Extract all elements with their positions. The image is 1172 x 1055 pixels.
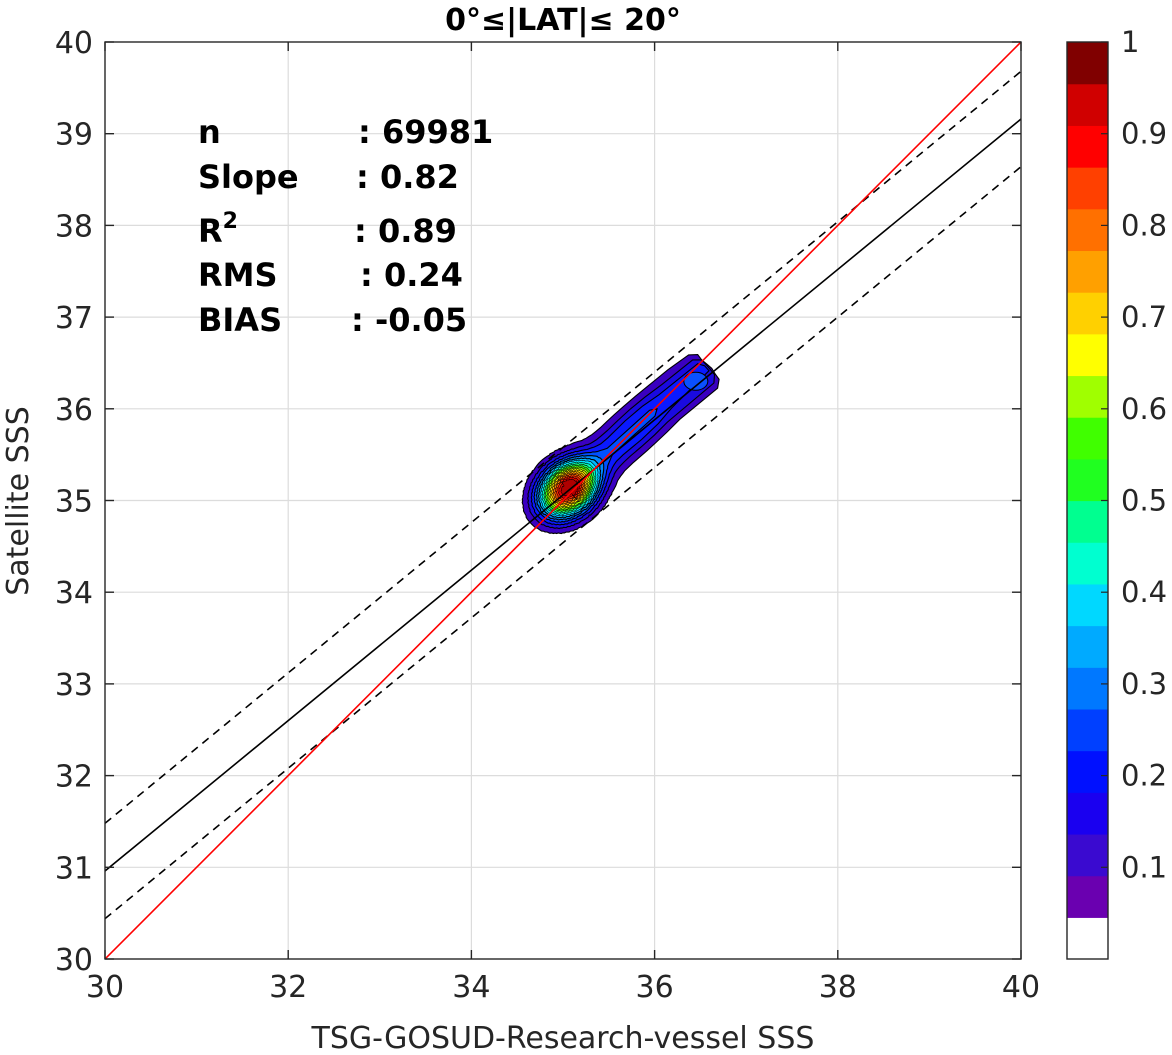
colorbar-segment [1067, 875, 1108, 918]
colorbar-tick-label: 0.9 [1121, 117, 1167, 151]
y-tick-label: 35 [55, 485, 93, 520]
reference-lines [105, 42, 1021, 959]
stat-value: : 0.89 [354, 212, 457, 250]
axes: 30 32 34 36 38 40 30 31 32 33 34 35 36 37 38 39 40 [55, 26, 1040, 1005]
one-to-one-line [105, 42, 1021, 959]
y-tick-label: 37 [55, 301, 93, 336]
y-tick-label: 33 [55, 668, 93, 703]
colorbar-tick-label: 0.5 [1121, 484, 1167, 518]
colorbar-segment [1067, 792, 1108, 835]
chart-title: 0°≤|LAT|≤ 20° [445, 3, 681, 38]
x-tick-label: 34 [452, 970, 490, 1005]
colorbar-segment [1067, 125, 1108, 168]
y-tick-label: 36 [55, 393, 93, 428]
y-tick-label: 30 [55, 943, 93, 978]
colorbar-segment [1067, 417, 1108, 460]
colorbar-segment [1067, 625, 1108, 668]
fit-line [105, 118, 1021, 872]
colorbar-tick-label: 0.3 [1121, 667, 1167, 701]
colorbar-segment [1067, 42, 1108, 85]
stat-value: : 69981 [358, 113, 493, 151]
y-tick-label: 32 [55, 760, 93, 795]
colorbar-segment [1067, 542, 1108, 585]
stat-label: BIAS [198, 301, 282, 339]
colorbar-segment [1067, 583, 1108, 627]
colorbar-segment [1067, 83, 1108, 126]
grid [105, 42, 1021, 959]
stat-value: : 0.82 [356, 158, 459, 196]
x-tick-label: 38 [819, 970, 857, 1005]
colorbar-segment [1067, 750, 1108, 793]
stat-label: Slope [198, 158, 299, 196]
colorbar-segment [1067, 167, 1108, 210]
colorbar-segment [1067, 917, 1108, 960]
colorbar-tick-label: 0.2 [1121, 759, 1167, 793]
x-tick-label: 36 [636, 970, 674, 1005]
stat-value: : -0.05 [351, 301, 467, 339]
colorbar-segment [1067, 375, 1108, 418]
colorbar-segment [1067, 667, 1108, 710]
y-tick-label: 31 [55, 851, 93, 886]
density-secondary-peak [683, 371, 709, 391]
colorbar-segment [1067, 333, 1108, 377]
colorbar: 0.1 0.2 0.3 0.4 0.5 0.6 0.7 0.8 0.9 1 [1066, 25, 1167, 960]
stat-label: n [198, 113, 221, 151]
fit-upper-dashed-line [105, 70, 1021, 824]
colorbar-tick-label: 0.6 [1121, 392, 1167, 426]
colorbar-segment [1067, 208, 1108, 252]
colorbar-tick-label: 0.8 [1121, 208, 1167, 242]
colorbar-segment [1067, 458, 1108, 502]
colorbar-tick-label: 0.7 [1121, 300, 1167, 334]
colorbar-segment [1067, 292, 1108, 335]
y-tick-label: 39 [55, 118, 93, 153]
colorbar-tick-label: 1 [1121, 25, 1139, 59]
colorbar-segment [1067, 708, 1108, 752]
colorbar-tick-label: 0.1 [1121, 850, 1167, 884]
colorbar-segment [1067, 250, 1108, 293]
y-tick-label: 38 [55, 209, 93, 244]
y-tick-label: 34 [55, 576, 93, 611]
x-tick-label: 32 [269, 970, 307, 1005]
x-tick-label: 40 [1002, 970, 1040, 1005]
x-tick-label: 30 [86, 970, 124, 1005]
colorbar-tick-label: 0.4 [1121, 575, 1167, 609]
colorbar-segment [1067, 500, 1108, 543]
stat-value: : 0.24 [360, 256, 463, 294]
stat-label: RMS [198, 256, 278, 294]
x-axis-title: TSG-GOSUD-Research-vessel SSS [311, 1021, 815, 1055]
colorbar-segment [1067, 833, 1108, 877]
y-axis-title: Satellite SSS [1, 406, 36, 596]
fit-lower-dashed-line [105, 166, 1021, 920]
y-tick-label: 40 [55, 26, 93, 61]
